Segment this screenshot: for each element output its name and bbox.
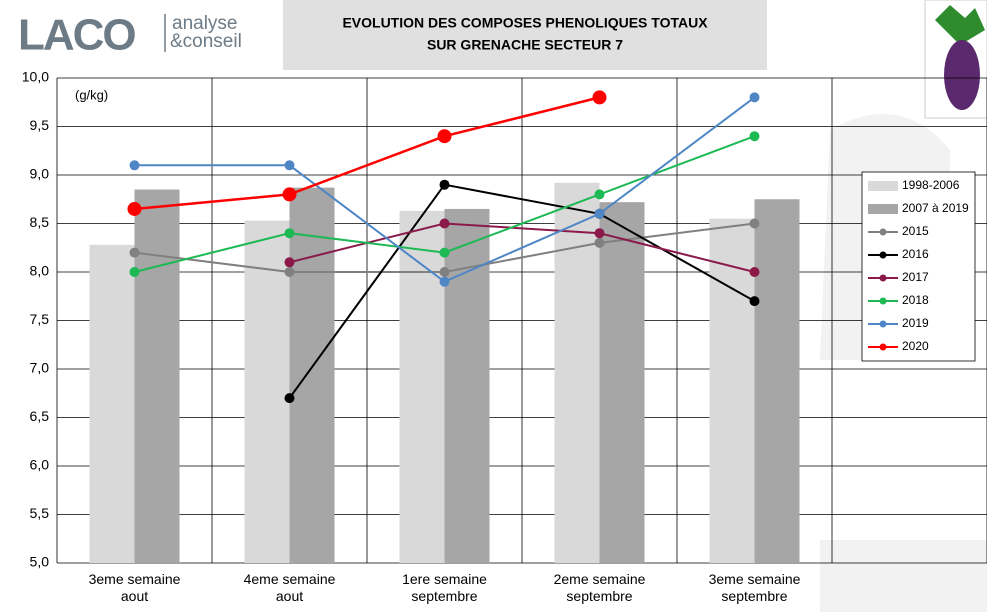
y-tick-label: 10,0 bbox=[22, 69, 49, 85]
marker bbox=[285, 228, 295, 238]
page: LACO analyse &conseil EVOLUTION DES COMP… bbox=[0, 0, 987, 612]
marker bbox=[593, 90, 607, 104]
y-tick-label: 6,0 bbox=[30, 457, 50, 473]
bar bbox=[90, 245, 135, 563]
marker bbox=[130, 248, 140, 258]
marker bbox=[440, 219, 450, 229]
bar bbox=[445, 209, 490, 563]
legend-swatch bbox=[880, 344, 887, 351]
legend-swatch bbox=[880, 229, 887, 236]
chart: LACO analyse &conseil EVOLUTION DES COMP… bbox=[0, 0, 987, 612]
marker bbox=[440, 267, 450, 277]
y-tick-label: 6,5 bbox=[30, 408, 50, 424]
x-tick-label: 3eme semaine septembre bbox=[695, 571, 815, 605]
y-tick-label: 5,5 bbox=[30, 505, 50, 521]
bar bbox=[135, 190, 180, 563]
grape-icon bbox=[925, 0, 987, 118]
logo: LACO analyse &conseil bbox=[18, 11, 242, 60]
marker bbox=[750, 296, 760, 306]
legend-label: 2015 bbox=[902, 224, 929, 238]
marker bbox=[750, 92, 760, 102]
y-tick-label: 7,5 bbox=[30, 311, 50, 327]
marker bbox=[750, 267, 760, 277]
title-box bbox=[283, 0, 767, 70]
legend-label: 2019 bbox=[902, 316, 929, 330]
x-tick-label: 2eme semaine septembre bbox=[540, 571, 660, 605]
marker bbox=[283, 187, 297, 201]
legend-swatch bbox=[880, 298, 887, 305]
marker bbox=[595, 209, 605, 219]
x-tick-label: 3eme semaine aout bbox=[75, 571, 195, 605]
y-tick-label: 9,5 bbox=[30, 117, 50, 133]
legend-label: 1998-2006 bbox=[902, 178, 960, 192]
legend-swatch bbox=[868, 181, 898, 191]
marker bbox=[595, 238, 605, 248]
marker bbox=[285, 160, 295, 170]
legend-label: 2018 bbox=[902, 293, 929, 307]
legend-label: 2007 à 2019 bbox=[902, 201, 969, 215]
marker bbox=[285, 393, 295, 403]
marker bbox=[750, 131, 760, 141]
watermark bbox=[820, 540, 987, 612]
marker bbox=[440, 180, 450, 190]
marker bbox=[130, 160, 140, 170]
x-tick-label: 4eme semaine aout bbox=[230, 571, 350, 605]
marker bbox=[128, 202, 142, 216]
bar bbox=[755, 199, 800, 563]
grapes bbox=[944, 40, 980, 110]
bar bbox=[290, 188, 335, 563]
marker bbox=[438, 129, 452, 143]
bar bbox=[555, 183, 600, 563]
logo-tagline: &conseil bbox=[170, 31, 242, 52]
legend-label: 2020 bbox=[902, 339, 929, 353]
marker bbox=[750, 219, 760, 229]
marker bbox=[595, 228, 605, 238]
legend-swatch bbox=[880, 321, 887, 328]
y-tick-label: 8,5 bbox=[30, 214, 50, 230]
marker bbox=[285, 267, 295, 277]
legend-swatch bbox=[868, 204, 898, 214]
y-tick-label: 7,0 bbox=[30, 360, 50, 376]
legend-label: 2017 bbox=[902, 270, 929, 284]
marker bbox=[595, 189, 605, 199]
marker bbox=[440, 277, 450, 287]
marker bbox=[285, 257, 295, 267]
chart-title: SUR GRENACHE SECTEUR 7 bbox=[427, 37, 623, 53]
y-tick-label: 5,0 bbox=[30, 554, 50, 570]
marker bbox=[440, 248, 450, 258]
chart-title: EVOLUTION DES COMPOSES PHENOLIQUES TOTAU… bbox=[342, 15, 708, 31]
legend-swatch bbox=[880, 275, 887, 282]
y-tick-label: 9,0 bbox=[30, 166, 50, 182]
x-tick-label: 1ere semaine septembre bbox=[385, 571, 505, 605]
legend-label: 2016 bbox=[902, 247, 929, 261]
y-unit: (g/kg) bbox=[75, 87, 108, 102]
marker bbox=[130, 267, 140, 277]
logo-name: LACO bbox=[18, 11, 135, 60]
bar bbox=[600, 202, 645, 563]
legend-swatch bbox=[880, 252, 887, 259]
y-tick-label: 8,0 bbox=[30, 263, 50, 279]
